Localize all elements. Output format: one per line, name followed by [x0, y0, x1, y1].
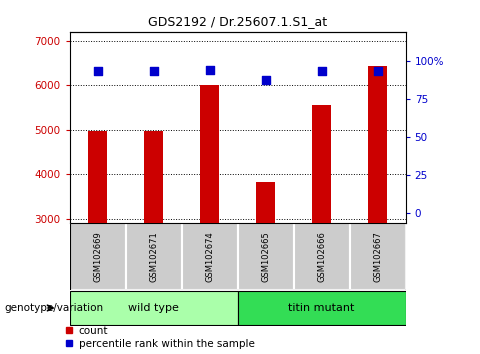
Text: GSM102666: GSM102666 — [317, 231, 326, 282]
Text: genotype/variation: genotype/variation — [5, 303, 104, 313]
Bar — [88, 131, 108, 223]
Point — [150, 68, 157, 74]
Point — [206, 67, 214, 73]
Bar — [126, 223, 181, 290]
Bar — [144, 131, 163, 223]
Point — [94, 68, 101, 74]
Text: wild type: wild type — [128, 303, 179, 313]
Text: GSM102669: GSM102669 — [93, 231, 102, 282]
Bar — [368, 66, 387, 223]
Point — [318, 68, 325, 74]
Point — [374, 68, 382, 74]
Point — [262, 78, 269, 83]
Bar — [70, 223, 126, 290]
Bar — [200, 85, 219, 223]
Bar — [238, 223, 294, 290]
Bar — [294, 223, 349, 290]
Bar — [349, 223, 406, 290]
Title: GDS2192 / Dr.25607.1.S1_at: GDS2192 / Dr.25607.1.S1_at — [148, 15, 327, 28]
Text: titin mutant: titin mutant — [288, 303, 355, 313]
Bar — [238, 291, 406, 325]
Bar — [256, 182, 276, 223]
Text: GSM102674: GSM102674 — [205, 231, 214, 282]
Bar — [181, 223, 238, 290]
Text: GSM102667: GSM102667 — [373, 231, 382, 282]
Text: GSM102671: GSM102671 — [149, 231, 158, 282]
Bar — [70, 291, 238, 325]
Bar — [312, 105, 331, 223]
Text: GSM102665: GSM102665 — [261, 231, 270, 282]
Legend: count, percentile rank within the sample: count, percentile rank within the sample — [65, 326, 254, 349]
